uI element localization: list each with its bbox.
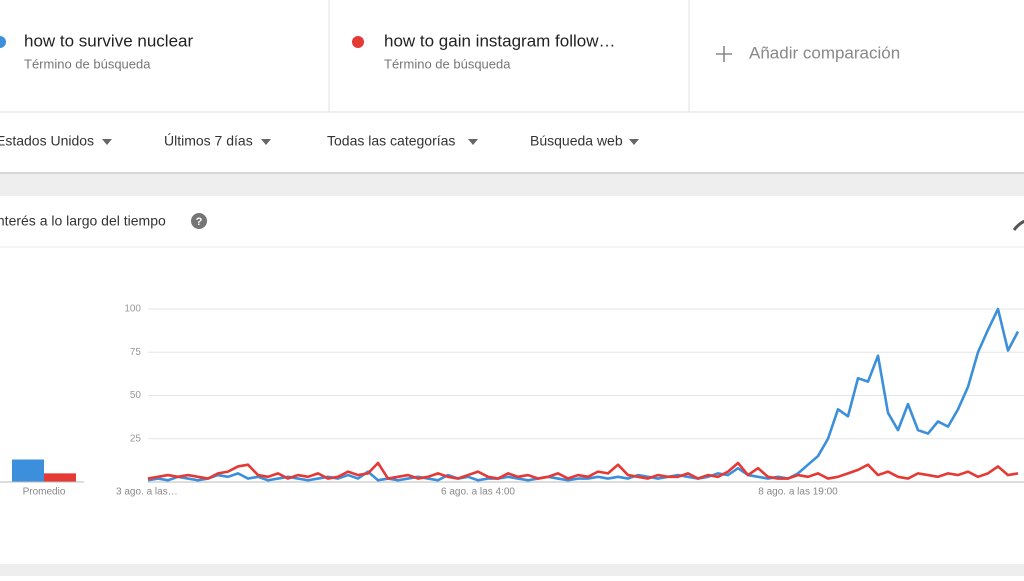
filter[interactable]: Todas las categorías — [327, 133, 455, 149]
term-dot — [352, 36, 364, 48]
filter[interactable]: Estados Unidos — [0, 133, 94, 149]
share-icon[interactable] — [1012, 219, 1024, 231]
term-title[interactable]: how to survive nuclear — [24, 31, 193, 50]
dropdown-arrow[interactable] — [468, 139, 478, 145]
shadow — [0, 172, 1024, 174]
filter[interactable]: Últimos 7 días — [164, 133, 253, 149]
separator-band — [0, 172, 1024, 196]
y-tick-label: 50 — [130, 390, 142, 401]
y-tick-label: 100 — [124, 304, 141, 315]
dropdown-arrow[interactable] — [629, 139, 639, 145]
section-title: Interés a lo largo del tiempo — [0, 213, 166, 229]
average-bar — [12, 459, 44, 482]
filter[interactable]: Búsqueda web — [530, 133, 623, 149]
plus-icon[interactable] — [716, 46, 732, 62]
y-tick-label: 25 — [130, 433, 142, 444]
add-comparison[interactable]: Añadir comparación — [749, 43, 900, 62]
term-dot — [0, 36, 6, 48]
x-tick-label: 6 ago. a las 4:00 — [441, 487, 515, 498]
series-line — [147, 461, 1019, 480]
help-icon[interactable] — [191, 213, 207, 229]
bottom-band — [0, 564, 1024, 576]
chart: 25 50 75 100 3 ago. a las… 6 ago. a las 4:00 8… — [0, 304, 1024, 498]
average-bar — [44, 473, 76, 482]
term-subtitle: Término de búsqueda — [24, 56, 151, 71]
y-tick-label: 75 — [130, 347, 142, 358]
average-label: Promedio — [23, 487, 66, 498]
help-icon-glyph[interactable]: ? — [196, 216, 203, 228]
term-subtitle: Término de búsqueda — [384, 56, 511, 71]
x-tick-label: 8 ago. a las 19:00 — [758, 487, 838, 498]
x-tick-label: 3 ago. a las… — [116, 487, 178, 498]
dropdown-arrow[interactable] — [102, 139, 112, 145]
dropdown-arrow[interactable] — [261, 139, 271, 145]
term-title[interactable]: how to gain instagram follow… — [384, 31, 616, 50]
